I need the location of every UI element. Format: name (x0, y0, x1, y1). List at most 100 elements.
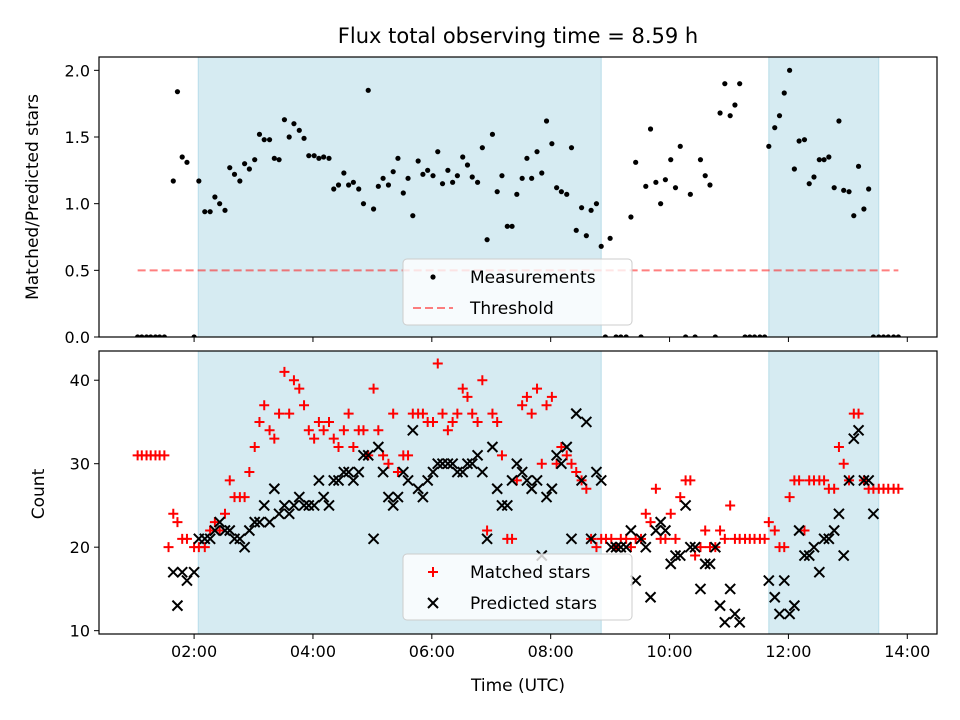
measurement-point (445, 167, 451, 173)
matched-star-point (368, 383, 379, 394)
measurement-point (593, 201, 600, 207)
measurement-point (291, 121, 297, 127)
x-tick-label: 12:00 (765, 642, 811, 661)
predicted-star-point (188, 566, 200, 578)
predicted-star-point (421, 474, 434, 487)
y-axis-label-top: Matched/Predicted stars (23, 94, 43, 300)
measurement-point (861, 206, 867, 212)
matched-star-point (784, 492, 795, 503)
predicted-star-point (313, 474, 325, 487)
measurement-point (801, 137, 808, 143)
y-tick-label: 0.0 (65, 328, 90, 347)
measurement-point (658, 201, 664, 207)
measurement-point (564, 191, 570, 197)
matched-star-point (536, 458, 547, 469)
predicted-star-point (525, 483, 538, 495)
predicted-star-point (392, 491, 404, 503)
predicted-star-point (427, 466, 439, 478)
predicted-star-point (733, 616, 746, 629)
measurement-point (712, 334, 718, 337)
matched-star-point (833, 442, 844, 453)
measurement-point (316, 155, 322, 161)
predicted-star-point (204, 533, 216, 545)
measurement-point (281, 117, 288, 123)
measurement-point (439, 181, 446, 187)
measurement-point (161, 334, 167, 337)
predicted-star-point (278, 499, 291, 512)
matched-star-point (566, 458, 577, 469)
predicted-star-point (511, 457, 523, 470)
legend-label: Measurements (470, 268, 596, 288)
predicted-star-point (833, 508, 845, 520)
measurement-point (702, 173, 708, 179)
legend-measurement-marker (430, 274, 436, 280)
matched-star-point (403, 450, 414, 461)
predicted-star-point (769, 591, 781, 603)
measurement-point (880, 334, 887, 337)
matched-star-point (209, 517, 220, 528)
measurement-point (170, 178, 176, 184)
measurement-point (271, 155, 277, 161)
legend-box (402, 553, 633, 621)
measurement-point (647, 126, 654, 132)
matched-star-point (591, 542, 602, 553)
predicted-star-point (491, 483, 503, 495)
matched-star-point (725, 500, 736, 511)
matched-star-point (467, 408, 478, 419)
predicted-star-point (176, 566, 188, 578)
measurement-point (499, 173, 505, 179)
measurement-point (276, 157, 282, 163)
figure-title: Flux total observing time = 8.59 h (338, 24, 698, 48)
predicted-star-point (729, 608, 741, 620)
predicted-star-point (382, 491, 395, 503)
matched-star-point (700, 525, 711, 536)
predicted-star-point (818, 533, 830, 545)
predicted-star-point (338, 466, 350, 478)
legend-predicted-marker (427, 597, 439, 609)
measurement-point (464, 162, 471, 168)
matched-star-point (254, 416, 265, 427)
matched-star-point (546, 391, 557, 402)
predicted-star-point (417, 491, 429, 503)
matched-star-point (794, 475, 805, 486)
measurement-point (707, 182, 713, 188)
measurement-point (757, 334, 763, 337)
matched-star-point (239, 492, 250, 503)
matched-star-point (853, 408, 864, 419)
predicted-star-point (620, 541, 632, 553)
measurement-point (539, 170, 545, 176)
matched-star-point (893, 483, 904, 494)
measurement-point (430, 173, 436, 179)
measurement-point (607, 235, 613, 241)
measurement-point (405, 175, 411, 181)
predicted-star-point (328, 474, 340, 487)
matched-star-point (517, 400, 528, 411)
measurement-point (747, 334, 753, 337)
measurement-point (335, 182, 342, 188)
predicted-star-point (283, 508, 295, 520)
measurement-point (841, 187, 847, 193)
predicted-star-point (595, 474, 607, 487)
matched-star-point (428, 416, 439, 427)
measurement-point (380, 175, 386, 181)
measurement-point (266, 137, 273, 143)
measurement-point (697, 157, 704, 163)
predicted-star-point (224, 524, 236, 537)
measurement-point (370, 206, 377, 212)
measurement-point (395, 155, 401, 161)
measurement-point (672, 185, 679, 191)
measurement-point (139, 334, 145, 337)
measurement-point (184, 159, 190, 165)
legend: Measurements Threshold (402, 258, 633, 326)
predicted-star-point (704, 558, 716, 570)
matched-star-point (259, 400, 270, 411)
matched-star-point (487, 408, 498, 419)
measurement-point (836, 118, 842, 124)
matched-star-point (383, 458, 394, 469)
observing-window-shade (768, 57, 880, 337)
matched-star-point (838, 458, 849, 469)
measurement-point (479, 145, 485, 151)
predicted-star-point (213, 516, 226, 528)
predicted-star-point (793, 524, 805, 537)
predicted-star-point (442, 457, 454, 470)
